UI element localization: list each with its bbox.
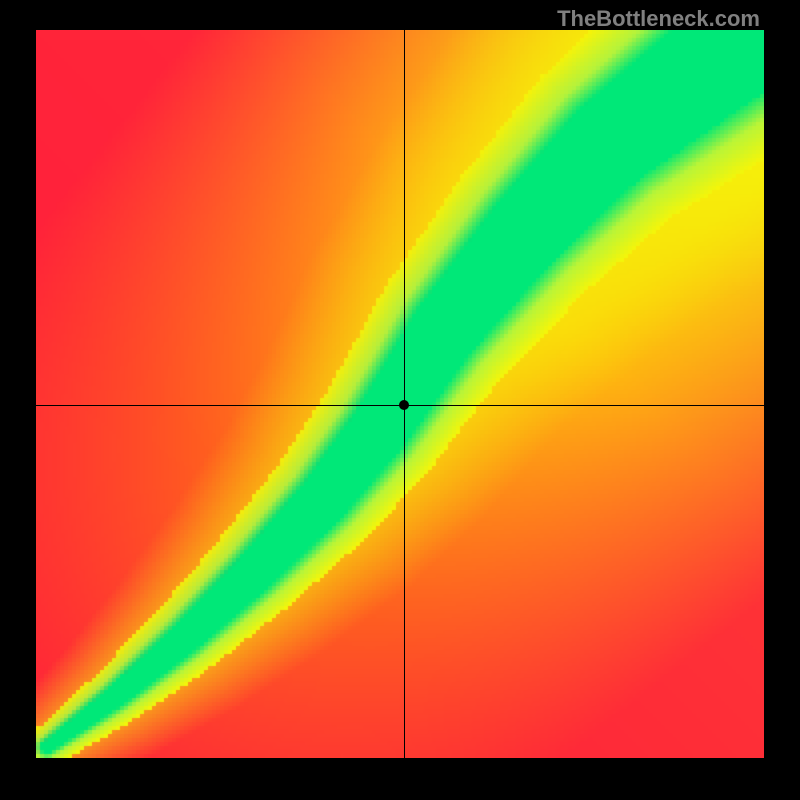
heatmap-canvas	[36, 30, 764, 758]
watermark: TheBottleneck.com	[557, 6, 760, 32]
data-point-marker	[399, 400, 409, 410]
plot-area	[36, 30, 764, 758]
crosshair-vertical	[404, 30, 405, 758]
chart-container: TheBottleneck.com	[0, 0, 800, 800]
